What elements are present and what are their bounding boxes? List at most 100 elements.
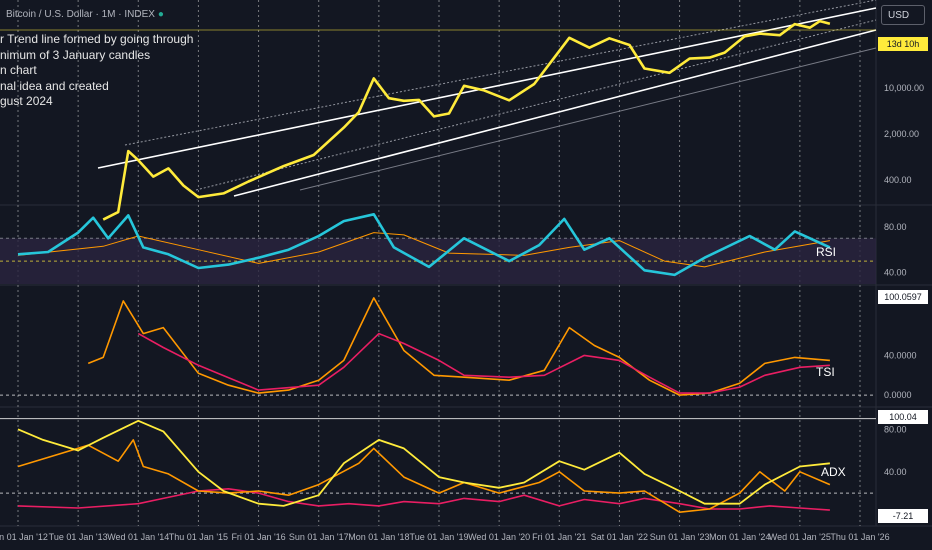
x-tick-label: Thu 01 Jan '15: [169, 532, 228, 542]
data-point: [794, 231, 796, 233]
x-tick-label: Mon 01 Jan '24: [709, 532, 770, 542]
data-point: [183, 185, 185, 187]
rsi-label: RSI: [816, 245, 837, 259]
data-point: [438, 476, 440, 478]
data-point: [794, 23, 796, 25]
data-point: [569, 327, 571, 329]
data-point: [709, 392, 711, 394]
data-point: [343, 127, 345, 129]
data-point: [629, 44, 631, 46]
data-point: [283, 505, 285, 507]
data-point: [704, 266, 706, 268]
data-point: [228, 488, 230, 490]
data-point: [258, 392, 260, 394]
market-status-icon: ●: [157, 9, 164, 20]
x-tick-label: Mon 01 Jan '18: [348, 532, 409, 542]
currency-button[interactable]: USD: [881, 5, 925, 25]
data-point: [338, 473, 340, 475]
data-point: [463, 498, 465, 500]
x-tick-label: Sun 01 Jan '17: [289, 532, 349, 542]
data-point: [358, 111, 360, 113]
data-point: [669, 72, 671, 74]
data-point: [318, 384, 320, 386]
data-point: [544, 370, 546, 372]
data-point: [744, 36, 746, 38]
y-tick-label: 0.0000: [884, 390, 912, 400]
data-point: [674, 274, 676, 276]
data-point: [378, 439, 380, 441]
x-tick-label: Sun 01 Jan '12: [0, 532, 48, 542]
data-point: [318, 484, 320, 486]
data-point: [619, 452, 621, 454]
data-point: [288, 249, 290, 251]
data-point: [508, 100, 510, 102]
data-point: [679, 511, 681, 513]
data-point: [569, 37, 571, 39]
data-point: [739, 386, 741, 388]
data-point: [589, 47, 591, 49]
data-point: [584, 469, 586, 471]
trend-channel-mid: [195, 19, 877, 191]
price-series: [102, 19, 831, 221]
data-point: [123, 300, 125, 302]
data-point: [393, 247, 395, 249]
data-point: [594, 345, 596, 347]
data-point: [403, 501, 405, 503]
symbol-line: Bitcoin / U.S. Dollar · 1M · INDEX: [6, 9, 155, 20]
data-point: [168, 254, 170, 256]
data-point: [318, 251, 320, 253]
x-tick-label: Wed 01 Jan '25: [769, 532, 831, 542]
data-point: [483, 90, 485, 92]
data-point: [198, 365, 200, 367]
data-point: [428, 266, 430, 268]
data-point: [649, 379, 651, 381]
data-point: [52, 455, 54, 457]
data-point: [348, 503, 350, 505]
data-point: [584, 490, 586, 492]
data-point: [829, 463, 831, 465]
x-tick-label: Fri 01 Jan '16: [231, 532, 285, 542]
tsi-max-tag: 100.0597: [878, 290, 928, 304]
data-point: [318, 505, 320, 507]
data-point: [143, 466, 145, 468]
data-point: [664, 260, 666, 262]
y-tick-label: 10,000.00: [884, 83, 924, 93]
data-point: [198, 471, 200, 473]
data-point: [649, 376, 651, 378]
rsi-series: [17, 213, 831, 277]
data-point: [538, 482, 540, 484]
data-point: [619, 503, 621, 505]
data-point: [17, 254, 19, 256]
data-point: [198, 196, 200, 198]
data-point: [403, 343, 405, 345]
data-point: [764, 375, 766, 377]
data-point: [373, 448, 375, 450]
data-point: [107, 238, 109, 240]
y-tick-label: 40.00: [884, 467, 907, 477]
data-point: [198, 373, 200, 375]
y-tick-label: 40.0000: [884, 350, 917, 360]
data-point: [117, 460, 119, 462]
x-tick-label: Sun 01 Jan '23: [650, 532, 710, 542]
data-point: [739, 503, 741, 505]
data-point: [619, 240, 621, 242]
data-point: [523, 482, 525, 484]
data-point: [313, 154, 315, 156]
data-point: [438, 492, 440, 494]
data-point: [373, 232, 375, 234]
data-point: [318, 494, 320, 496]
trend-channel-base: [299, 47, 877, 191]
data-point: [138, 420, 140, 422]
data-point: [258, 492, 260, 494]
data-point: [769, 505, 771, 507]
adx-label: ADX: [821, 465, 846, 479]
data-point: [533, 83, 535, 85]
data-point: [799, 466, 801, 468]
data-point: [559, 471, 561, 473]
data-point: [77, 507, 79, 509]
x-tick-label: Tue 01 Jan '13: [49, 532, 108, 542]
data-point: [168, 473, 170, 475]
y-tick-label: 40.00: [884, 268, 907, 278]
data-point: [508, 376, 510, 378]
data-point: [378, 333, 380, 335]
